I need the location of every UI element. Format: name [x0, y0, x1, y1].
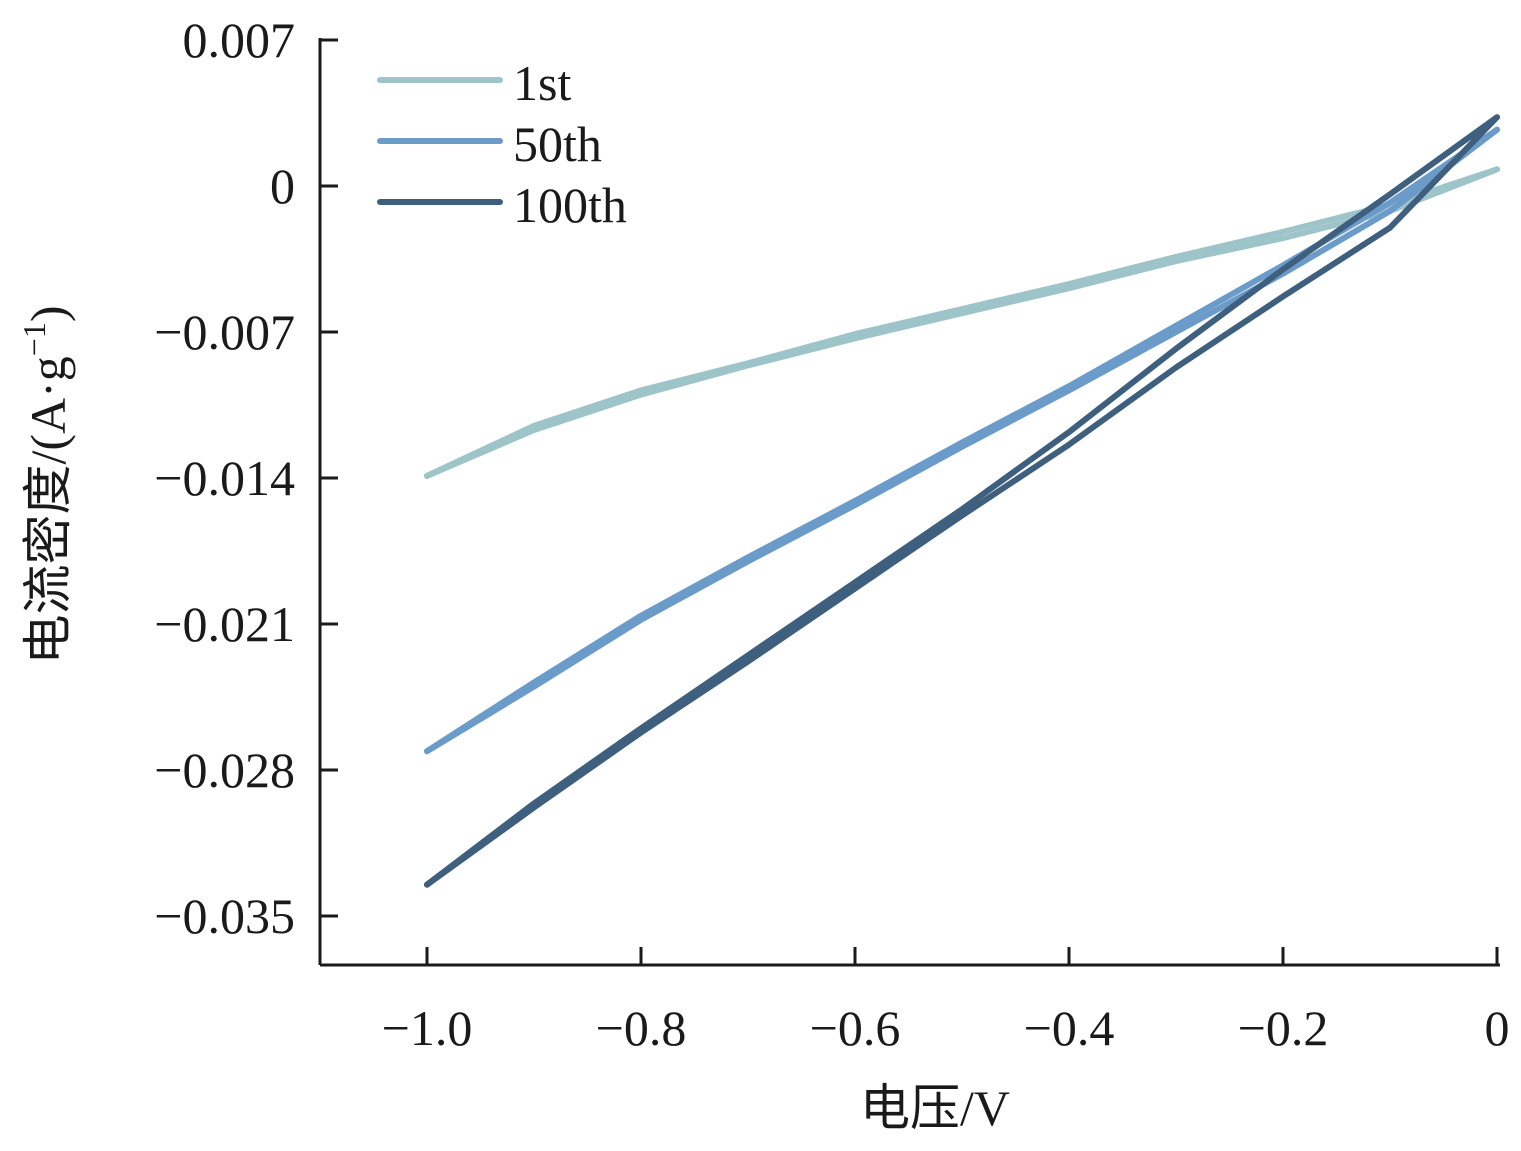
y-tick-label: −0.028	[154, 742, 295, 798]
x-tick-label: −0.4	[1024, 1000, 1115, 1056]
legend-label-100th: 100th	[513, 177, 627, 233]
plot-series-group	[424, 114, 1500, 888]
y-axis-title: 电流密度/(A·g−1)	[16, 305, 76, 664]
legend-label-50th: 50th	[513, 116, 602, 172]
y-axis-title-close: )	[20, 305, 76, 322]
legend-label-1st: 1st	[513, 55, 571, 111]
series-100th-reverse-line	[424, 114, 1500, 888]
series-1st-forward-line	[424, 166, 1500, 479]
y-tick-label: −0.007	[154, 304, 295, 360]
x-ticks-group: −1.0 −0.8 −0.6 −0.4 −0.2 0	[382, 947, 1510, 1056]
y-ticks-group: 0.007 0 −0.007 −0.014 −0.021 −0.028 −0.035	[154, 12, 338, 944]
series-50th-forward-line	[424, 126, 1500, 755]
x-tick-label: −0.8	[596, 1000, 687, 1056]
y-tick-label: 0.007	[183, 12, 296, 68]
series-1st-reverse-line	[424, 166, 1500, 479]
y-tick-label: −0.021	[154, 596, 295, 652]
x-tick-label: −0.2	[1238, 1000, 1329, 1056]
y-axis-title-superscript: −1	[16, 322, 52, 356]
x-axis-title: 电压/V	[860, 1080, 1010, 1136]
x-tick-label: −0.6	[810, 1000, 901, 1056]
x-tick-label: −1.0	[382, 1000, 473, 1056]
y-axis-title-main: 电流密度/(A·g	[20, 356, 76, 664]
x-tick-label: 0	[1485, 1000, 1510, 1056]
series-100th-forward-line	[424, 114, 1500, 888]
y-tick-label: 0	[270, 158, 295, 214]
axes-group	[318, 38, 1500, 967]
y-tick-label: −0.014	[154, 450, 295, 506]
y-tick-label: −0.035	[154, 888, 295, 944]
